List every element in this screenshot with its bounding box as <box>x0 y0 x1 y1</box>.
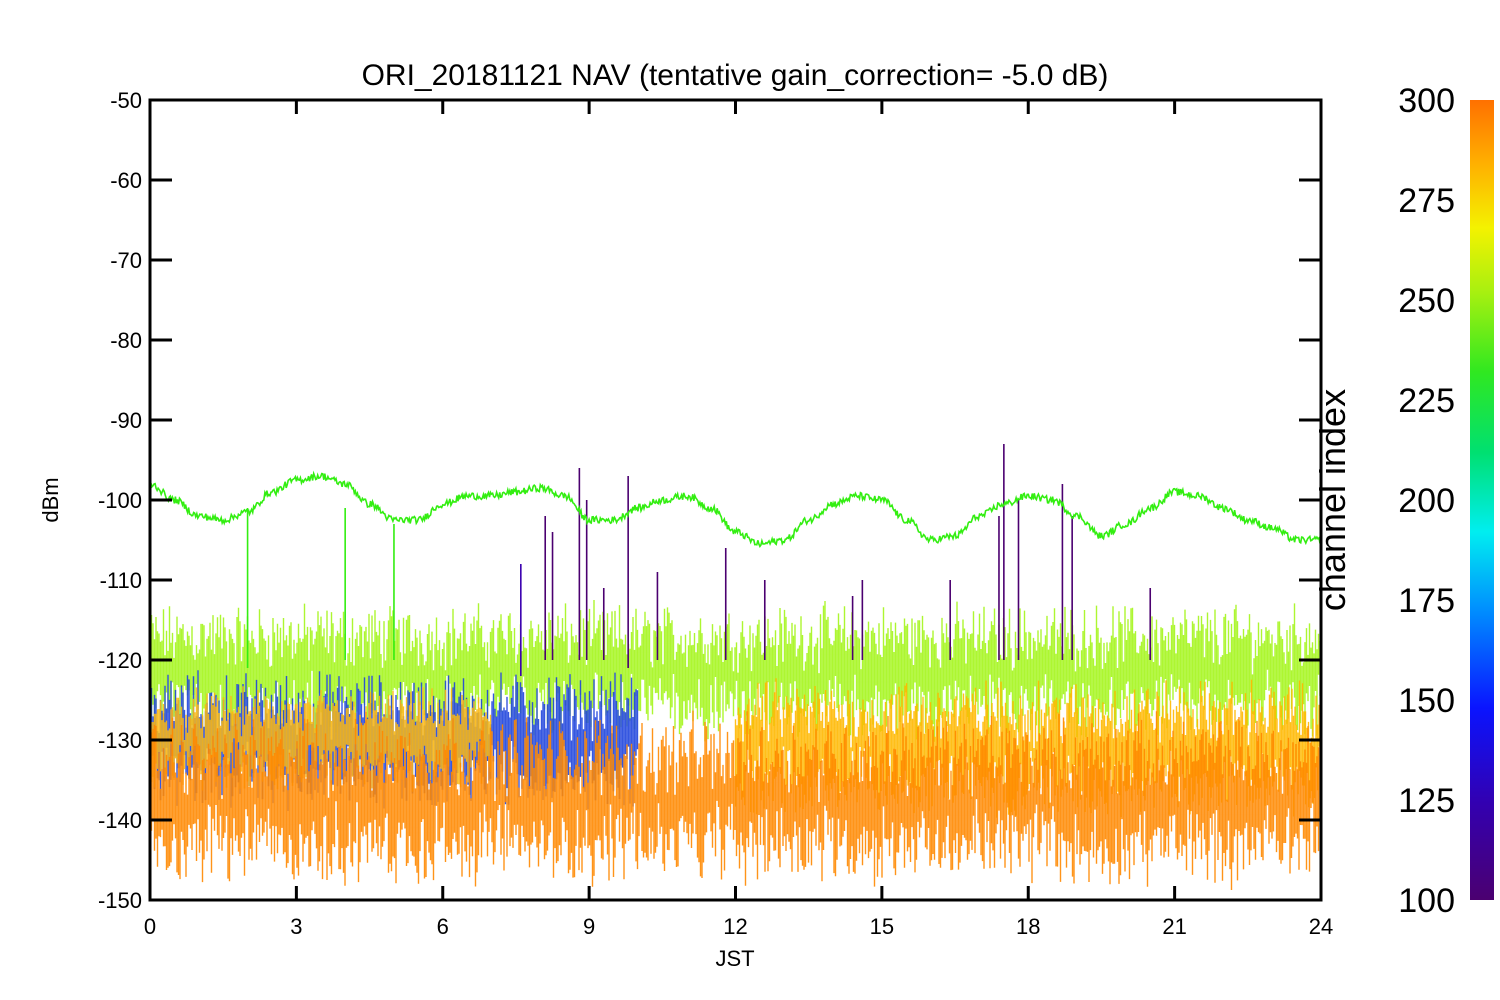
y-axis-label: dBm <box>38 477 63 522</box>
y-tick-label: -120 <box>98 648 142 673</box>
colorbar-tick-label: 175 <box>1398 582 1455 620</box>
y-tick-label: -70 <box>110 248 142 273</box>
x-tick-label: 24 <box>1309 914 1333 939</box>
colorbar-tick-label: 300 <box>1398 82 1455 120</box>
x-tick-label: 12 <box>723 914 747 939</box>
colorbar-tick-label: 100 <box>1398 882 1455 920</box>
y-tick-label: -130 <box>98 728 142 753</box>
x-tick-label: 15 <box>870 914 894 939</box>
y-tick-label: -150 <box>98 888 142 913</box>
x-tick-label: 3 <box>290 914 302 939</box>
y-tick-label: -90 <box>110 408 142 433</box>
x-tick-label: 18 <box>1016 914 1040 939</box>
x-axis-ticks: 0 3 6 9 12 15 18 21 24 <box>144 100 1333 939</box>
series-lines <box>150 470 1321 549</box>
interference-spikes <box>246 444 1152 676</box>
colorbar-ticks: 300 275 250 225 200 175 150 125 100 <box>1398 82 1455 920</box>
colorbar-tick-label: 200 <box>1398 482 1455 520</box>
y-tick-label: -140 <box>98 808 142 833</box>
x-tick-label: 9 <box>583 914 595 939</box>
noise-bands <box>150 600 1321 890</box>
colorbar-label: channel index <box>1312 389 1353 611</box>
colorbar-tick-label: 125 <box>1398 782 1455 820</box>
colorbar-tick-label: 150 <box>1398 682 1455 720</box>
x-tick-label: 6 <box>437 914 449 939</box>
x-tick-label: 0 <box>144 914 156 939</box>
y-tick-label: -50 <box>110 88 142 113</box>
y-axis-ticks: -50 -60 -70 -80 -90 -100 -110 -120 -130 -140 -150 <box>98 88 1321 913</box>
chart-title: ORI_20181121 NAV (tentative gain_correct… <box>362 59 1109 92</box>
colorbar <box>1470 100 1494 900</box>
colorbar-tick-label: 225 <box>1398 382 1455 420</box>
x-tick-label: 21 <box>1162 914 1186 939</box>
x-axis-label: JST <box>715 946 754 971</box>
y-tick-label: -110 <box>100 568 142 593</box>
noise-band-ch240 <box>150 600 1321 744</box>
noise-band-ch290 <box>150 710 1321 890</box>
y-tick-label: -80 <box>110 328 142 353</box>
y-tick-label: -100 <box>98 488 142 513</box>
colorbar-tick-label: 250 <box>1398 282 1455 320</box>
series-line-ch245 <box>150 470 1321 549</box>
y-tick-label: -60 <box>110 168 142 193</box>
colorbar-tick-label: 275 <box>1398 182 1455 220</box>
